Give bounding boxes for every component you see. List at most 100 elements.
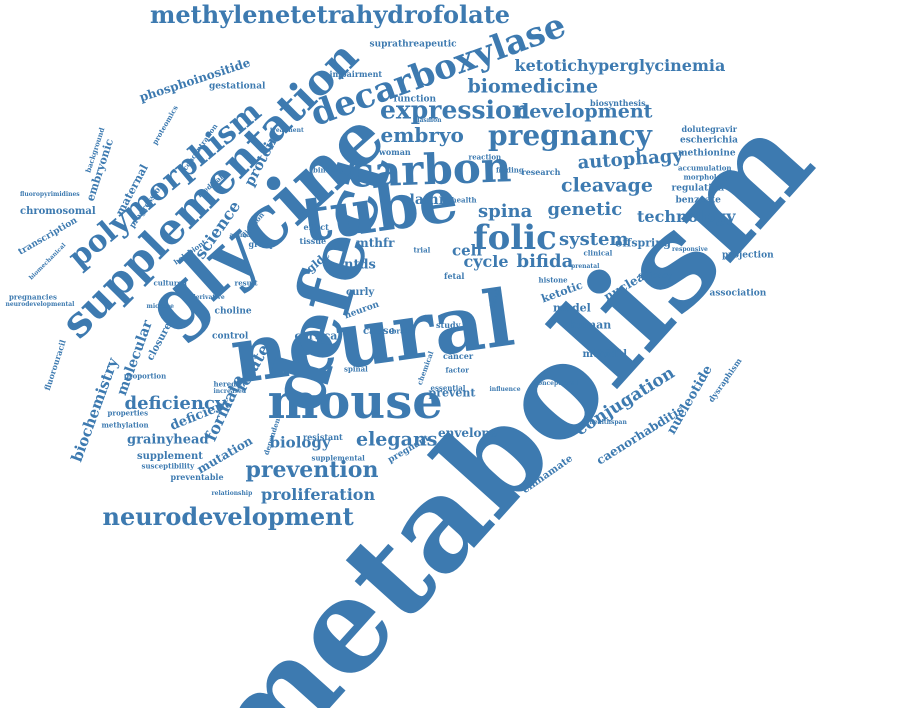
word: brain [391, 326, 413, 336]
word: elegans [356, 428, 438, 451]
word: neurodevelopment [102, 502, 354, 531]
word: neurodevelopmental [5, 301, 75, 308]
word: spina [478, 201, 533, 222]
word: proliferation [261, 485, 376, 504]
word: cortical [294, 329, 342, 343]
word: biosynthesis [590, 98, 646, 108]
word: regulation [671, 183, 725, 194]
word: curly [346, 287, 375, 298]
word: binding [313, 165, 344, 175]
word: mthfr [356, 236, 395, 250]
word: function [393, 94, 437, 105]
word: conceptional [534, 380, 578, 387]
word: offspring [615, 236, 671, 250]
word: healthspan [589, 419, 627, 426]
word: dolutegravir [681, 124, 737, 134]
word: biology [269, 433, 331, 452]
word: group [248, 239, 276, 249]
word: health [451, 195, 477, 205]
word: prevention [245, 457, 379, 483]
word: effect [303, 222, 329, 232]
word: biomedicine [467, 75, 599, 98]
word: essential [430, 383, 466, 393]
word: properties [107, 408, 149, 418]
word: plasmon [413, 117, 442, 124]
word: model [553, 301, 591, 315]
word: deficiency [124, 393, 226, 414]
word: microbe [146, 303, 174, 310]
word: influence [489, 386, 521, 393]
word: susceptibility [141, 461, 195, 471]
word: cleavage [561, 174, 653, 197]
word: methylenetetrahydrofolate [150, 0, 511, 29]
word: responsive [672, 246, 708, 253]
word: bifida [516, 251, 574, 272]
word: animal [229, 232, 253, 239]
word: proportion [124, 371, 167, 381]
word: system [559, 229, 629, 250]
word: heredity [213, 379, 247, 389]
word: benzoate [675, 195, 721, 206]
word: study [436, 320, 461, 330]
word: folic [473, 218, 557, 258]
word: reaction [468, 152, 502, 162]
word: gestational [209, 81, 266, 92]
word: fetal [444, 271, 465, 281]
word: technology [637, 207, 736, 226]
word: supplemental [311, 453, 365, 463]
word: human [568, 318, 612, 332]
word: choline [214, 306, 252, 317]
word: chromosomal [20, 206, 96, 217]
word: fluorouracil [41, 338, 68, 392]
word: derivative [191, 294, 225, 301]
word: factor [445, 365, 469, 375]
word: ntds [344, 257, 376, 273]
word: treatment [270, 127, 304, 134]
word: phosphoinositide [137, 55, 253, 105]
word: cultured [153, 278, 187, 288]
word: mouse [267, 374, 443, 430]
word: impairment [329, 69, 383, 79]
word: morphology [683, 172, 731, 182]
word: tissue [299, 236, 327, 246]
word: prevent [428, 386, 476, 400]
word: fluoropyrimidines [20, 191, 80, 198]
word: association [709, 288, 767, 299]
word: accumulation [678, 163, 732, 173]
word: suprathreapeutic [369, 39, 457, 50]
word: grainyhead [127, 432, 209, 448]
word: clinical [583, 248, 613, 258]
word: research [521, 167, 561, 177]
word: cancer [443, 351, 474, 361]
word: lamin [409, 192, 455, 208]
word: methylation [101, 420, 149, 430]
word: relationship [211, 490, 253, 497]
word: mthfd1l [582, 349, 628, 360]
word: histone [538, 275, 568, 285]
word: spinal [344, 364, 368, 374]
word: development [516, 100, 653, 123]
word: cycle [463, 252, 509, 271]
word: envelope [438, 426, 498, 440]
word: cause [363, 326, 395, 337]
word: finding [496, 165, 524, 175]
word: projection [722, 250, 774, 261]
word: pregnancy [488, 119, 652, 152]
word: efficacy [638, 270, 673, 280]
word: embryo [380, 123, 464, 147]
word: escherichia [680, 135, 738, 146]
word: proteomics [150, 103, 180, 147]
word: ketotichyperglycinemia [514, 56, 726, 75]
word: woman [379, 147, 411, 157]
word: dysraphism [705, 356, 744, 404]
word: methionine [678, 148, 736, 159]
word: resistant [303, 432, 343, 442]
word: prenatal [571, 263, 600, 270]
word: control [212, 331, 249, 342]
word: trial [413, 245, 431, 255]
word: preventable [170, 472, 224, 482]
word: result [234, 278, 258, 288]
word: expression [380, 95, 530, 125]
word: cell [452, 241, 483, 260]
